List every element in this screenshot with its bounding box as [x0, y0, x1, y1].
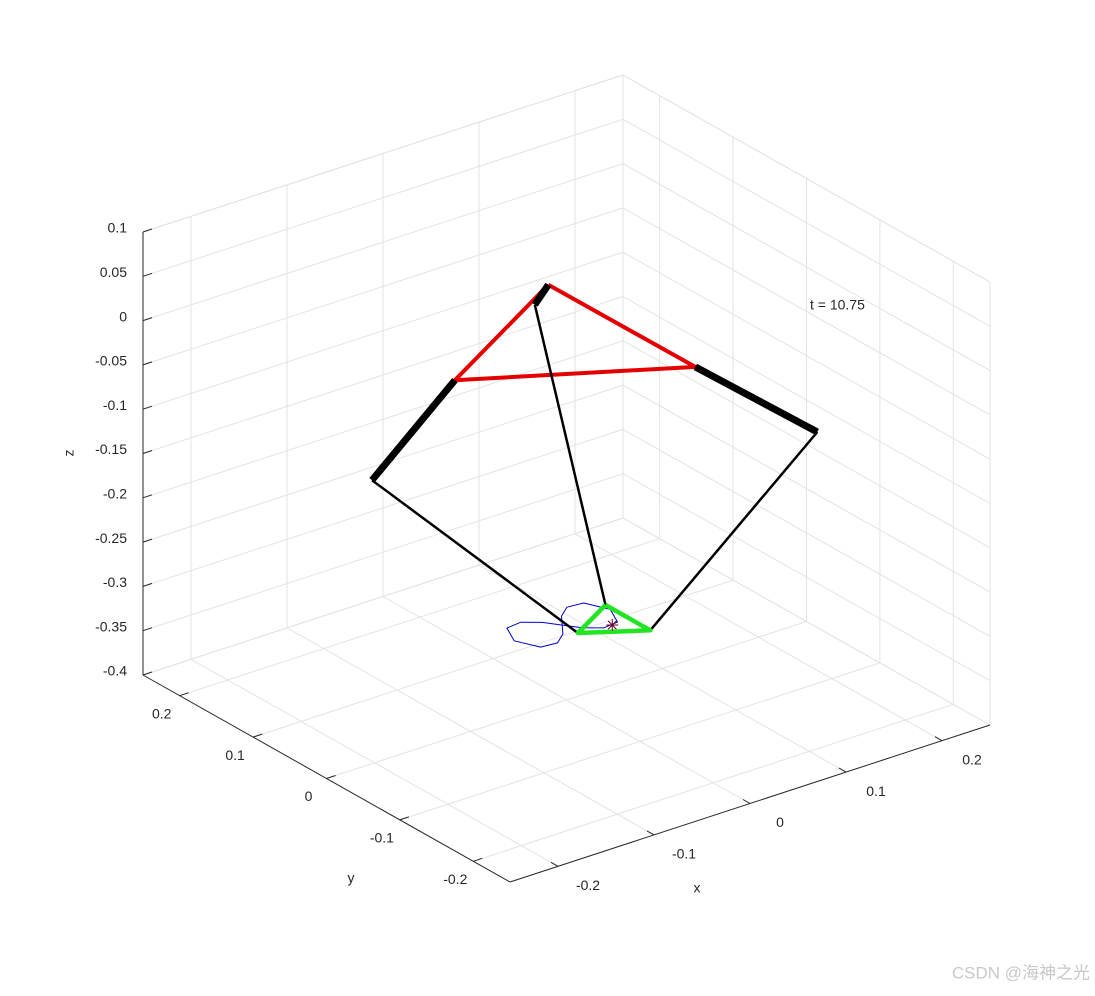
grid-line [622, 163, 991, 372]
grid-line [142, 118, 624, 277]
x-axis-label: x [694, 880, 701, 896]
x-tick [838, 767, 847, 773]
z-tick-label: -0.4 [103, 663, 127, 679]
z-tick-label: -0.1 [103, 397, 127, 413]
grid-line [179, 538, 660, 697]
grid-line [252, 579, 734, 738]
grid-line [142, 428, 624, 587]
grid-line [142, 296, 624, 454]
z-tick [142, 582, 153, 587]
line-series [371, 304, 819, 635]
z-tick [142, 317, 153, 322]
z-tick-label: -0.25 [95, 530, 127, 546]
y-tick-label: -0.2 [443, 871, 467, 887]
grid-line [142, 207, 624, 366]
line-series [506, 602, 618, 648]
z-tick-label: -0.3 [103, 574, 127, 590]
grid-line [142, 74, 624, 233]
grid-line [622, 118, 991, 327]
x-tick [934, 736, 943, 742]
grid-line [622, 296, 991, 504]
z-tick [142, 272, 153, 277]
grid-line [622, 517, 991, 726]
data-layer [369, 282, 819, 648]
grid-line [326, 621, 807, 779]
grid-line [142, 340, 624, 499]
grid-line [142, 251, 624, 410]
z-tick-label: -0.05 [95, 353, 127, 369]
z-tick [142, 450, 153, 454]
annotation: t = 10.75 [810, 297, 865, 313]
z-tick-label: -0.15 [95, 441, 127, 457]
grid-line [142, 517, 624, 676]
y-tick [399, 816, 410, 821]
y-tick-label: 0 [305, 788, 313, 804]
y-tick [179, 692, 189, 697]
y-tick-label: 0.1 [225, 747, 245, 763]
marker [606, 619, 619, 632]
y-tick [252, 733, 263, 738]
line-series [452, 283, 698, 383]
z-tick [142, 228, 153, 233]
x-tick-label: -0.1 [672, 846, 696, 862]
z-tick [142, 627, 153, 632]
z-tick [142, 405, 153, 410]
z-tick-label: 0.05 [100, 264, 127, 280]
z-tick [142, 538, 153, 543]
z-tick [142, 671, 153, 676]
z-tick-label: 0 [119, 308, 127, 324]
z-tick-label: -0.2 [103, 486, 127, 502]
grid-line [622, 473, 991, 682]
z-tick [142, 361, 153, 366]
y-tick-label: -0.1 [370, 830, 394, 846]
watermark: CSDN @海神之光 [952, 963, 1090, 982]
line-series [575, 603, 653, 636]
grid-line [142, 163, 624, 322]
marker-stroke [607, 620, 617, 630]
z-axis-label: z [61, 450, 77, 457]
grid-line [399, 662, 881, 821]
x-tick-label: 0.2 [962, 751, 982, 767]
line-series [369, 282, 819, 483]
axis-layer: -0.2 -0.1 0 0.1 0.2 -0.2 -0.1 0 0.1 0.2 -0.4 -0.35 -… [95, 220, 991, 893]
y-tick [473, 857, 483, 862]
grid-line [622, 384, 991, 593]
grid-line [622, 428, 991, 637]
x-tick [742, 799, 751, 804]
z-tick [142, 494, 153, 499]
grid-line [622, 74, 991, 283]
grid-layer [142, 74, 991, 867]
x-tick-label: -0.2 [576, 877, 600, 893]
x-tick [646, 830, 655, 836]
grid-line [622, 207, 991, 416]
grid-line [622, 251, 991, 460]
grid-line [473, 703, 954, 862]
z-tick-label: 0.1 [108, 220, 128, 236]
x-tick-label: 0 [776, 814, 784, 830]
x-tick-label: 0.1 [866, 783, 886, 799]
y-axis-label: y [348, 870, 355, 886]
y-tick-label: 0.2 [152, 705, 172, 721]
x-tick [550, 861, 559, 867]
y-tick [326, 775, 336, 779]
grid-line [142, 473, 624, 632]
z-tick-label: -0.35 [95, 618, 127, 634]
